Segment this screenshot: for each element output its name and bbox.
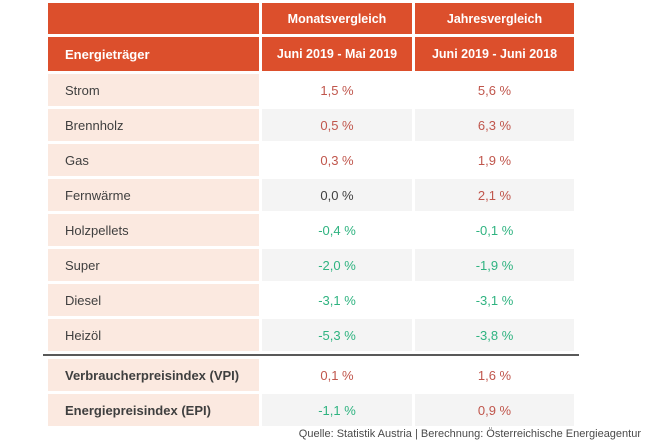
source-attribution: Quelle: Statistik Austria | Berechnung: …	[298, 428, 641, 440]
value-diesel-yearly: -3,1 %	[415, 284, 574, 316]
row-label-gas: Gas	[48, 144, 259, 176]
row-label-super: Super	[48, 249, 259, 281]
value-fernwaerme-monthly: 0,0 %	[262, 179, 412, 211]
value-epi-yearly: 0,9 %	[415, 394, 574, 426]
row-label-heizoel: Heizöl	[48, 319, 259, 351]
row-label-brennholz: Brennholz	[48, 109, 259, 141]
value-heizoel-yearly: -3,8 %	[415, 319, 574, 351]
header-monthly-comparison: Monatsvergleich	[262, 3, 412, 34]
value-brennholz-monthly: 0,5 %	[262, 109, 412, 141]
header-corner-cell	[48, 3, 259, 34]
value-vpi-monthly: 0,1 %	[262, 359, 412, 391]
value-vpi-yearly: 1,6 %	[415, 359, 574, 391]
row-label-fernwaerme: Fernwärme	[48, 179, 259, 211]
value-heizoel-monthly: -5,3 %	[262, 319, 412, 351]
value-brennholz-yearly: 6,3 %	[415, 109, 574, 141]
value-holzpellets-yearly: -0,1 %	[415, 214, 574, 246]
value-strom-yearly: 5,6 %	[415, 74, 574, 106]
row-label-vpi: Verbraucherpreisindex (VPI)	[48, 359, 259, 391]
energy-price-table: Monatsvergleich Jahresvergleich Energiet…	[43, 3, 579, 426]
value-gas-yearly: 1,9 %	[415, 144, 574, 176]
header-energy-carrier: Energieträger	[48, 37, 259, 71]
header-yearly-period: Juni 2019 - Juni 2018	[415, 37, 574, 71]
value-epi-monthly: -1,1 %	[262, 394, 412, 426]
value-diesel-monthly: -3,1 %	[262, 284, 412, 316]
value-holzpellets-monthly: -0,4 %	[262, 214, 412, 246]
row-label-epi: Energiepreisindex (EPI)	[48, 394, 259, 426]
header-yearly-comparison: Jahresvergleich	[415, 3, 574, 34]
row-label-strom: Strom	[48, 74, 259, 106]
value-gas-monthly: 0,3 %	[262, 144, 412, 176]
value-super-monthly: -2,0 %	[262, 249, 412, 281]
header-monthly-period: Juni 2019 - Mai 2019	[262, 37, 412, 71]
row-label-holzpellets: Holzpellets	[48, 214, 259, 246]
value-super-yearly: -1,9 %	[415, 249, 574, 281]
value-fernwaerme-yearly: 2,1 %	[415, 179, 574, 211]
row-label-diesel: Diesel	[48, 284, 259, 316]
value-strom-monthly: 1,5 %	[262, 74, 412, 106]
index-section-separator	[43, 354, 579, 356]
